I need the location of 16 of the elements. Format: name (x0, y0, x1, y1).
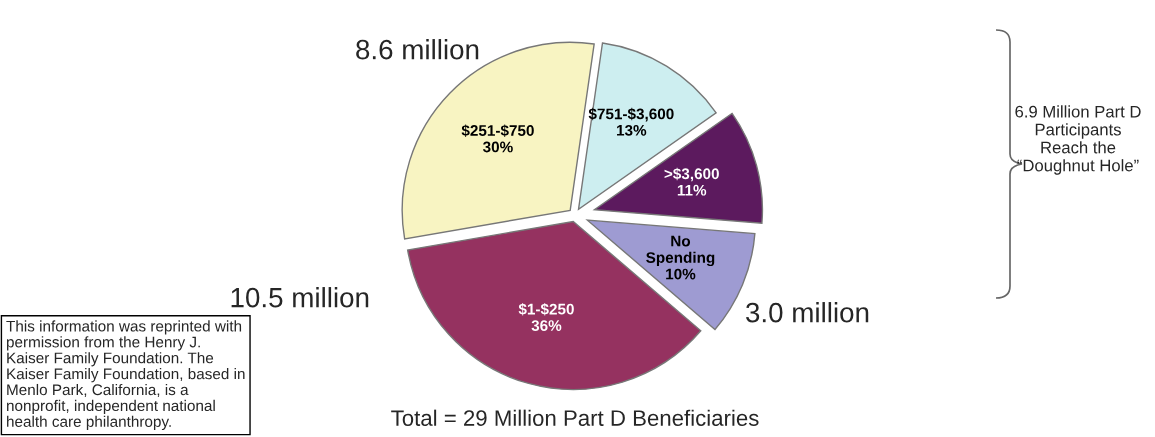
data-label: 11% (677, 184, 707, 196)
data-label: 13% (617, 124, 647, 136)
text: 10.5 million (231, 287, 369, 308)
text: 8.6 million (356, 39, 479, 60)
slice-label: $1-$250 (518, 303, 574, 316)
text: This information was reprinted with permission from the Henry J. Kaiser Family Foundation. The Kaiser Family Foundation, based in Menlo Park, California, is a nonprofit, independent national health care philanthropy. (6, 320, 245, 430)
data-label: 10% (666, 268, 696, 280)
slice-label: No Spending (646, 235, 715, 267)
data-label: 30% (482, 141, 513, 153)
text: 3.0 million (746, 302, 869, 323)
text: Total = 29 Million Part D Beneficiaries (391, 409, 759, 426)
slice-label: >$3,600 (664, 167, 719, 182)
text: 6.9 Million Part D Participants Reach the “Doughnut Hole” (1015, 105, 1141, 175)
slice-label: $251-$750 (461, 124, 534, 137)
slice-label: $751-$3,600 (588, 107, 674, 122)
data-label: 36% (531, 320, 562, 332)
